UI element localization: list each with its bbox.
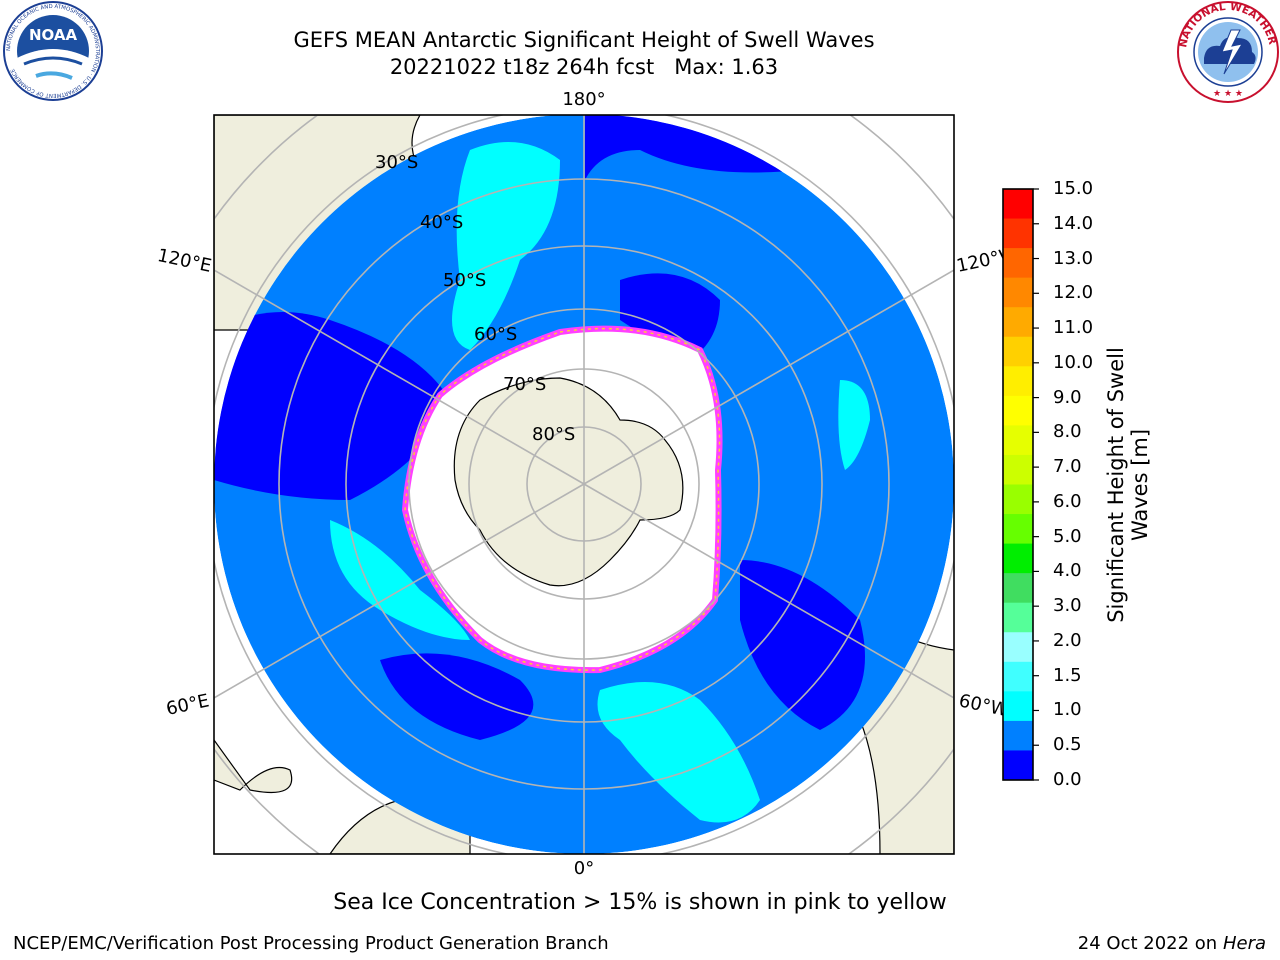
antarctica-land (453, 377, 684, 587)
colorbar-tick-label: 5.0 (1053, 525, 1082, 547)
colorbar (1003, 189, 1033, 781)
colorbar-tick-label: 4.0 (1053, 560, 1082, 582)
svg-text:★ ★ ★: ★ ★ ★ (1213, 89, 1243, 99)
map-area (214, 115, 954, 854)
colorbar-tick-label: 3.0 (1053, 595, 1082, 617)
lon-label-0: 0° (574, 858, 594, 879)
colorbar-bin (1003, 691, 1033, 722)
noaa-logo: NOAA NATIONAL OCEANIC AND ATMOSPHERIC AD… (3, 1, 103, 101)
lat-label-80s: 80°S (532, 424, 575, 445)
sea-ice-note: Sea Ice Concentration > 15% is shown in … (333, 890, 947, 915)
colorbar-bin (1003, 395, 1033, 426)
colorbar-bin (1003, 632, 1033, 663)
footer-credit: NCEP/EMC/Verification Post Processing Pr… (13, 933, 609, 954)
colorbar-bin (1003, 189, 1033, 220)
chart-title: GEFS MEAN Antarctic Significant Height o… (293, 28, 875, 52)
colorbar-bin (1003, 218, 1033, 249)
colorbar-bin (1003, 750, 1033, 781)
colorbar-tick-label: 11.0 (1053, 317, 1094, 339)
colorbar-tick-label: 12.0 (1053, 282, 1094, 304)
colorbar-tick-label: 14.0 (1053, 212, 1094, 234)
lat-label-50s: 50°S (443, 270, 486, 291)
colorbar-title-line1: Significant Height of Swell (1104, 347, 1128, 623)
map-frame (213, 114, 955, 855)
lon-label-120e: 120°E (155, 245, 213, 277)
lat-label-60s: 60°S (474, 324, 517, 345)
colorbar-bin (1003, 573, 1033, 604)
colorbar-bin (1003, 720, 1033, 751)
graticule (214, 115, 954, 854)
footer-date-text: 24 Oct 2022 on (1077, 933, 1223, 954)
colorbar-tick-label: 7.0 (1053, 456, 1082, 478)
colorbar-frame (1002, 188, 1034, 781)
colorbar-bin (1003, 602, 1033, 633)
colorbar-bin (1003, 248, 1033, 279)
colorbar-bin (1003, 454, 1033, 485)
chart-subtitle: 20221022 t18z 264h fcst Max: 1.63 (389, 55, 779, 79)
colorbar-bin (1003, 366, 1033, 397)
footer-host: Hera (1222, 933, 1266, 954)
lon-label-60e: 60°E (164, 690, 211, 720)
noaa-logo-text: NOAA (29, 26, 78, 44)
colorbar-tick-label: 1.5 (1053, 664, 1082, 686)
lon-label-180: 180° (562, 89, 605, 110)
colorbar-tick-label: 9.0 (1053, 386, 1082, 408)
colorbar-bin (1003, 484, 1033, 515)
colorbar-tick-label: 13.0 (1053, 247, 1094, 269)
nws-logo: NATIONAL WEATHER SERVICE ★ ★ ★ (1176, 0, 1279, 103)
colorbar-bin (1003, 543, 1033, 574)
colorbar-tick-label: 15.0 (1053, 178, 1094, 199)
colorbar-ticks (1033, 188, 1039, 781)
colorbar-tick-label: 0.5 (1053, 734, 1082, 756)
colorbar-bin (1003, 425, 1033, 456)
colorbar-bin (1003, 514, 1033, 545)
colorbar-bin (1003, 661, 1033, 692)
lon-label-60w: 60°W (957, 690, 1010, 721)
colorbar-tick-label: 8.0 (1053, 421, 1082, 443)
colorbar-tick-label: 10.0 (1053, 351, 1094, 373)
lat-label-40s: 40°S (420, 212, 463, 233)
colorbar-tick-label: 6.0 (1053, 490, 1082, 512)
lat-label-30s: 30°S (375, 152, 418, 173)
colorbar-title-line2: Waves [m] (1128, 428, 1152, 542)
colorbar-bin (1003, 307, 1033, 338)
colorbar-tick-label: 0.0 (1053, 769, 1082, 790)
footer-date: 24 Oct 2022 on Hera (1078, 933, 1266, 954)
colorbar-tick-label: 2.0 (1053, 629, 1082, 651)
colorbar-bin (1003, 277, 1033, 308)
colorbar-tick-label: 1.0 (1053, 699, 1082, 721)
colorbar-bin (1003, 336, 1033, 367)
lat-label-70s: 70°S (503, 374, 546, 395)
